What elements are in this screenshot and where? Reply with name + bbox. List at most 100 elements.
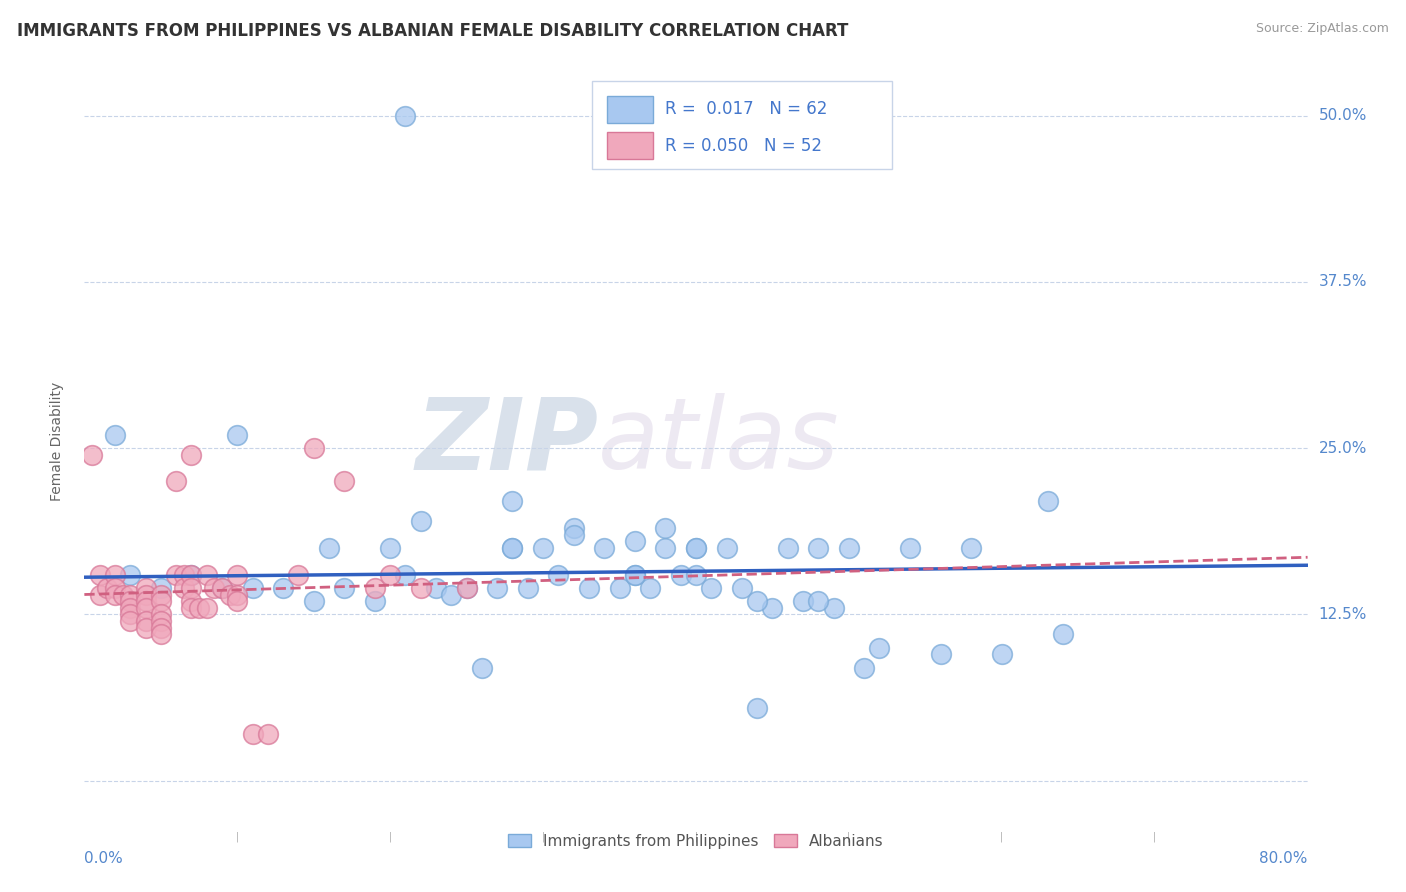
Text: R = 0.050   N = 52: R = 0.050 N = 52 bbox=[665, 136, 823, 155]
Point bbox=[120, 600, 142, 615]
Point bbox=[380, 541, 402, 555]
Point bbox=[898, 541, 921, 555]
Point bbox=[593, 541, 616, 555]
Point bbox=[562, 521, 585, 535]
Point bbox=[807, 541, 830, 555]
Point bbox=[547, 567, 569, 582]
Text: 50.0%: 50.0% bbox=[1319, 108, 1367, 123]
Legend: Immigrants from Philippines, Albanians: Immigrants from Philippines, Albanians bbox=[502, 828, 890, 855]
Point bbox=[364, 581, 387, 595]
Point bbox=[135, 614, 157, 628]
Text: |: | bbox=[1000, 831, 1004, 842]
Point bbox=[135, 587, 157, 601]
Point bbox=[195, 567, 218, 582]
Point bbox=[149, 621, 172, 635]
Text: atlas: atlas bbox=[598, 393, 839, 490]
Point bbox=[226, 428, 249, 442]
Point bbox=[776, 541, 799, 555]
Point bbox=[111, 587, 134, 601]
Text: 12.5%: 12.5% bbox=[1319, 607, 1367, 622]
Point bbox=[869, 640, 891, 655]
Text: |: | bbox=[848, 831, 851, 842]
Point bbox=[89, 587, 111, 601]
Point bbox=[991, 648, 1014, 662]
Point bbox=[149, 607, 172, 622]
Point bbox=[716, 541, 738, 555]
Point bbox=[394, 109, 416, 123]
Point bbox=[135, 621, 157, 635]
Point bbox=[120, 587, 142, 601]
Point bbox=[409, 581, 432, 595]
Point bbox=[149, 594, 172, 608]
Point bbox=[456, 581, 478, 595]
Point bbox=[226, 587, 249, 601]
Text: |: | bbox=[695, 831, 697, 842]
Point bbox=[440, 587, 463, 601]
Point bbox=[731, 581, 754, 595]
FancyBboxPatch shape bbox=[592, 81, 891, 169]
FancyBboxPatch shape bbox=[606, 95, 654, 123]
Point bbox=[624, 567, 647, 582]
Point bbox=[149, 587, 172, 601]
FancyBboxPatch shape bbox=[606, 132, 654, 160]
Point bbox=[624, 567, 647, 582]
Point bbox=[120, 607, 142, 622]
Point bbox=[180, 448, 202, 462]
Point bbox=[135, 581, 157, 595]
Text: 37.5%: 37.5% bbox=[1319, 275, 1367, 289]
Text: 25.0%: 25.0% bbox=[1319, 441, 1367, 456]
Text: 0.0%: 0.0% bbox=[84, 851, 124, 866]
Point bbox=[638, 581, 661, 595]
Point bbox=[486, 581, 509, 595]
Point bbox=[700, 581, 723, 595]
Text: 80.0%: 80.0% bbox=[1260, 851, 1308, 866]
Text: |: | bbox=[388, 831, 392, 842]
Point bbox=[838, 541, 860, 555]
Point bbox=[1052, 627, 1074, 641]
Point bbox=[120, 614, 142, 628]
Point bbox=[685, 567, 707, 582]
Point bbox=[578, 581, 600, 595]
Point bbox=[149, 627, 172, 641]
Point bbox=[226, 594, 249, 608]
Point bbox=[287, 567, 309, 582]
Point bbox=[747, 700, 769, 714]
Point bbox=[471, 661, 494, 675]
Point bbox=[211, 581, 233, 595]
Point bbox=[302, 441, 325, 455]
Point bbox=[218, 587, 240, 601]
Point bbox=[1036, 494, 1059, 508]
Point bbox=[96, 581, 118, 595]
Point bbox=[333, 581, 356, 595]
Point bbox=[669, 567, 692, 582]
Point bbox=[685, 541, 707, 555]
Point bbox=[104, 428, 127, 442]
Point bbox=[562, 527, 585, 541]
Point bbox=[242, 727, 264, 741]
Point bbox=[120, 567, 142, 582]
Point bbox=[929, 648, 952, 662]
Point bbox=[654, 541, 676, 555]
Point bbox=[302, 594, 325, 608]
Point bbox=[173, 581, 195, 595]
Point bbox=[364, 594, 387, 608]
Point bbox=[226, 567, 249, 582]
Point bbox=[394, 567, 416, 582]
Point bbox=[609, 581, 631, 595]
Point bbox=[380, 567, 402, 582]
Text: IMMIGRANTS FROM PHILIPPINES VS ALBANIAN FEMALE DISABILITY CORRELATION CHART: IMMIGRANTS FROM PHILIPPINES VS ALBANIAN … bbox=[17, 22, 848, 40]
Point bbox=[792, 594, 814, 608]
Point bbox=[242, 581, 264, 595]
Point bbox=[747, 594, 769, 608]
Text: R =  0.017   N = 62: R = 0.017 N = 62 bbox=[665, 101, 828, 119]
Point bbox=[318, 541, 340, 555]
Point bbox=[531, 541, 554, 555]
Point bbox=[180, 581, 202, 595]
Text: Source: ZipAtlas.com: Source: ZipAtlas.com bbox=[1256, 22, 1389, 36]
Point bbox=[165, 567, 187, 582]
Point bbox=[502, 541, 524, 555]
Text: ZIP: ZIP bbox=[415, 393, 598, 490]
Point bbox=[502, 494, 524, 508]
Point bbox=[211, 581, 233, 595]
Point bbox=[333, 475, 356, 489]
